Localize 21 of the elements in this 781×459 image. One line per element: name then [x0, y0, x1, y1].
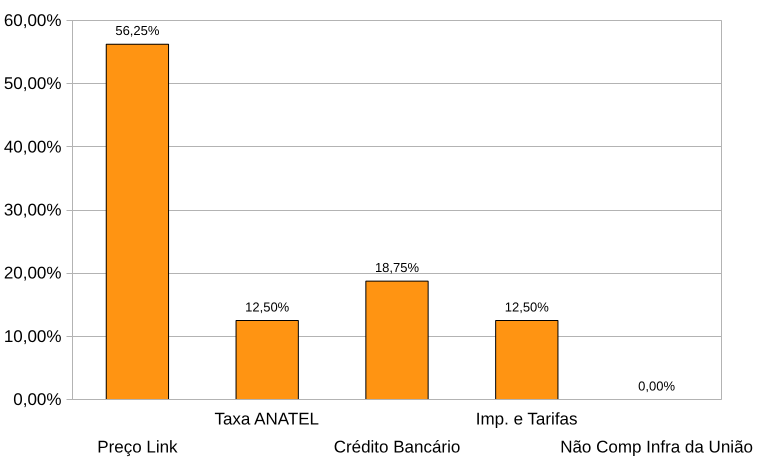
y-tick-label: 40,00% — [4, 137, 62, 156]
y-tick-label: 50,00% — [4, 74, 62, 94]
x-tick-label: Imp. e Tarifas — [476, 410, 578, 428]
bar — [106, 44, 170, 400]
bar — [495, 320, 558, 400]
y-tick-label: 20,00% — [4, 264, 62, 283]
data-label: 56,25% — [115, 23, 160, 38]
y-tick-label: 30,00% — [4, 200, 62, 220]
data-label: 12,50% — [504, 300, 550, 315]
y-tick-label: 10,00% — [4, 326, 62, 346]
x-tick-label: Preço Link — [97, 438, 178, 456]
data-label: 0,00% — [638, 378, 676, 394]
y-tick-label: 60,00% — [4, 11, 62, 30]
y-tick-label: 0,00% — [13, 390, 62, 409]
data-label: 12,50% — [245, 300, 290, 315]
x-tick-label: Taxa ANATEL — [214, 410, 320, 428]
x-tick-label: Não Comp Infra da União — [560, 438, 753, 456]
data-label: 18,75% — [374, 260, 420, 276]
bar — [365, 280, 429, 400]
x-tick-label: Crédito Bancário — [334, 438, 460, 456]
bar — [236, 320, 299, 400]
